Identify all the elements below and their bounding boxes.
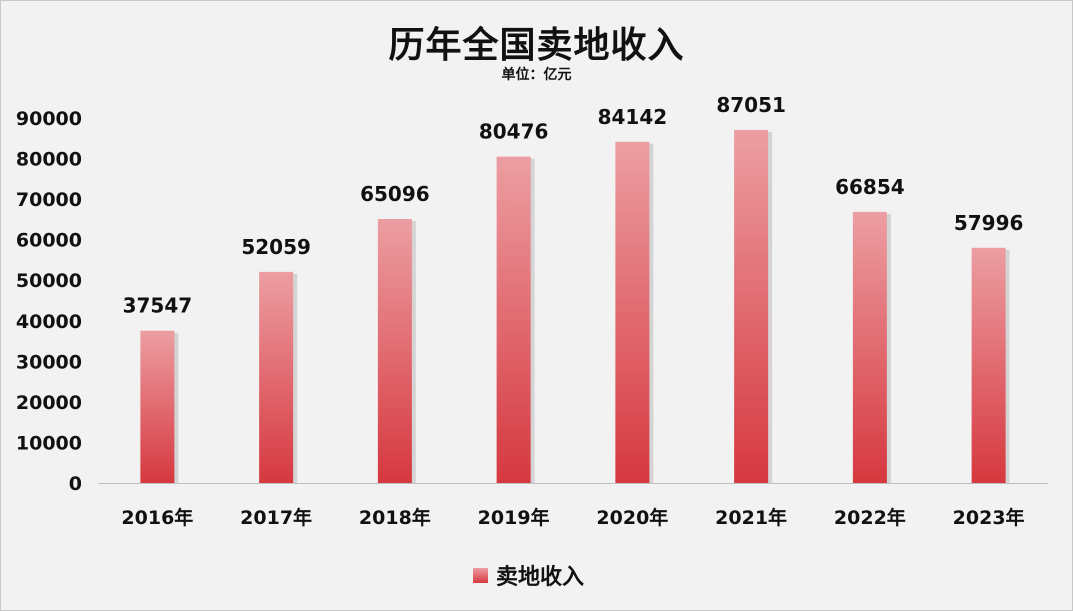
bar: [377, 218, 412, 483]
y-tick-label: 70000: [16, 189, 82, 211]
bar: [496, 156, 531, 483]
x-tick-label: 2020年: [596, 506, 668, 529]
data-label: 65096: [360, 182, 430, 206]
y-tick-label: 80000: [16, 149, 82, 171]
bar: [140, 330, 175, 483]
bar: [852, 211, 887, 484]
bar-series: [140, 129, 1010, 484]
data-label: 52059: [241, 235, 311, 259]
x-axis: 2016年 2017年 2018年 2019年 2020年 2021年 2022年 2023年: [98, 483, 1048, 529]
x-tick-label: 2021年: [715, 506, 787, 529]
data-label: 87051: [716, 93, 786, 117]
data-label: 66854: [835, 175, 905, 199]
x-tick-label: 2017年: [240, 506, 312, 529]
y-tick-label: 40000: [16, 311, 82, 333]
bar: [734, 129, 769, 483]
bar: [971, 247, 1006, 483]
x-tick-label: 2022年: [834, 506, 906, 529]
x-tick-label: 2019年: [478, 506, 550, 529]
data-label: 84142: [598, 105, 668, 129]
legend-swatch: [473, 567, 488, 583]
data-label: 37547: [123, 294, 193, 318]
data-label: 80476: [479, 120, 549, 144]
bar: [615, 141, 650, 483]
data-label: 57996: [954, 211, 1024, 235]
data-labels: 37547 52059 65096 80476 84142 87051 66854 57996: [123, 93, 1024, 318]
x-tick-label: 2018年: [359, 506, 431, 529]
x-tick-label: 2023年: [953, 506, 1025, 529]
legend-label: 卖地收入: [496, 565, 585, 590]
y-tick-label: 0: [69, 473, 82, 495]
y-axis: 0 10000 20000 30000 40000 50000 60000 70000 8000…: [16, 108, 82, 495]
y-tick-label: 30000: [16, 351, 82, 373]
chart-title: 历年全国卖地收入: [388, 25, 685, 66]
y-tick-label: 20000: [16, 392, 82, 414]
legend: 卖地收入: [473, 559, 584, 591]
y-tick-label: 10000: [16, 432, 82, 454]
y-tick-label: 60000: [16, 230, 82, 252]
bar: [259, 271, 294, 483]
y-tick-label: 50000: [16, 270, 82, 292]
chart-subtitle: 单位：亿元: [501, 67, 572, 83]
x-tick-label: 2016年: [121, 506, 193, 529]
y-tick-label: 90000: [16, 108, 82, 130]
